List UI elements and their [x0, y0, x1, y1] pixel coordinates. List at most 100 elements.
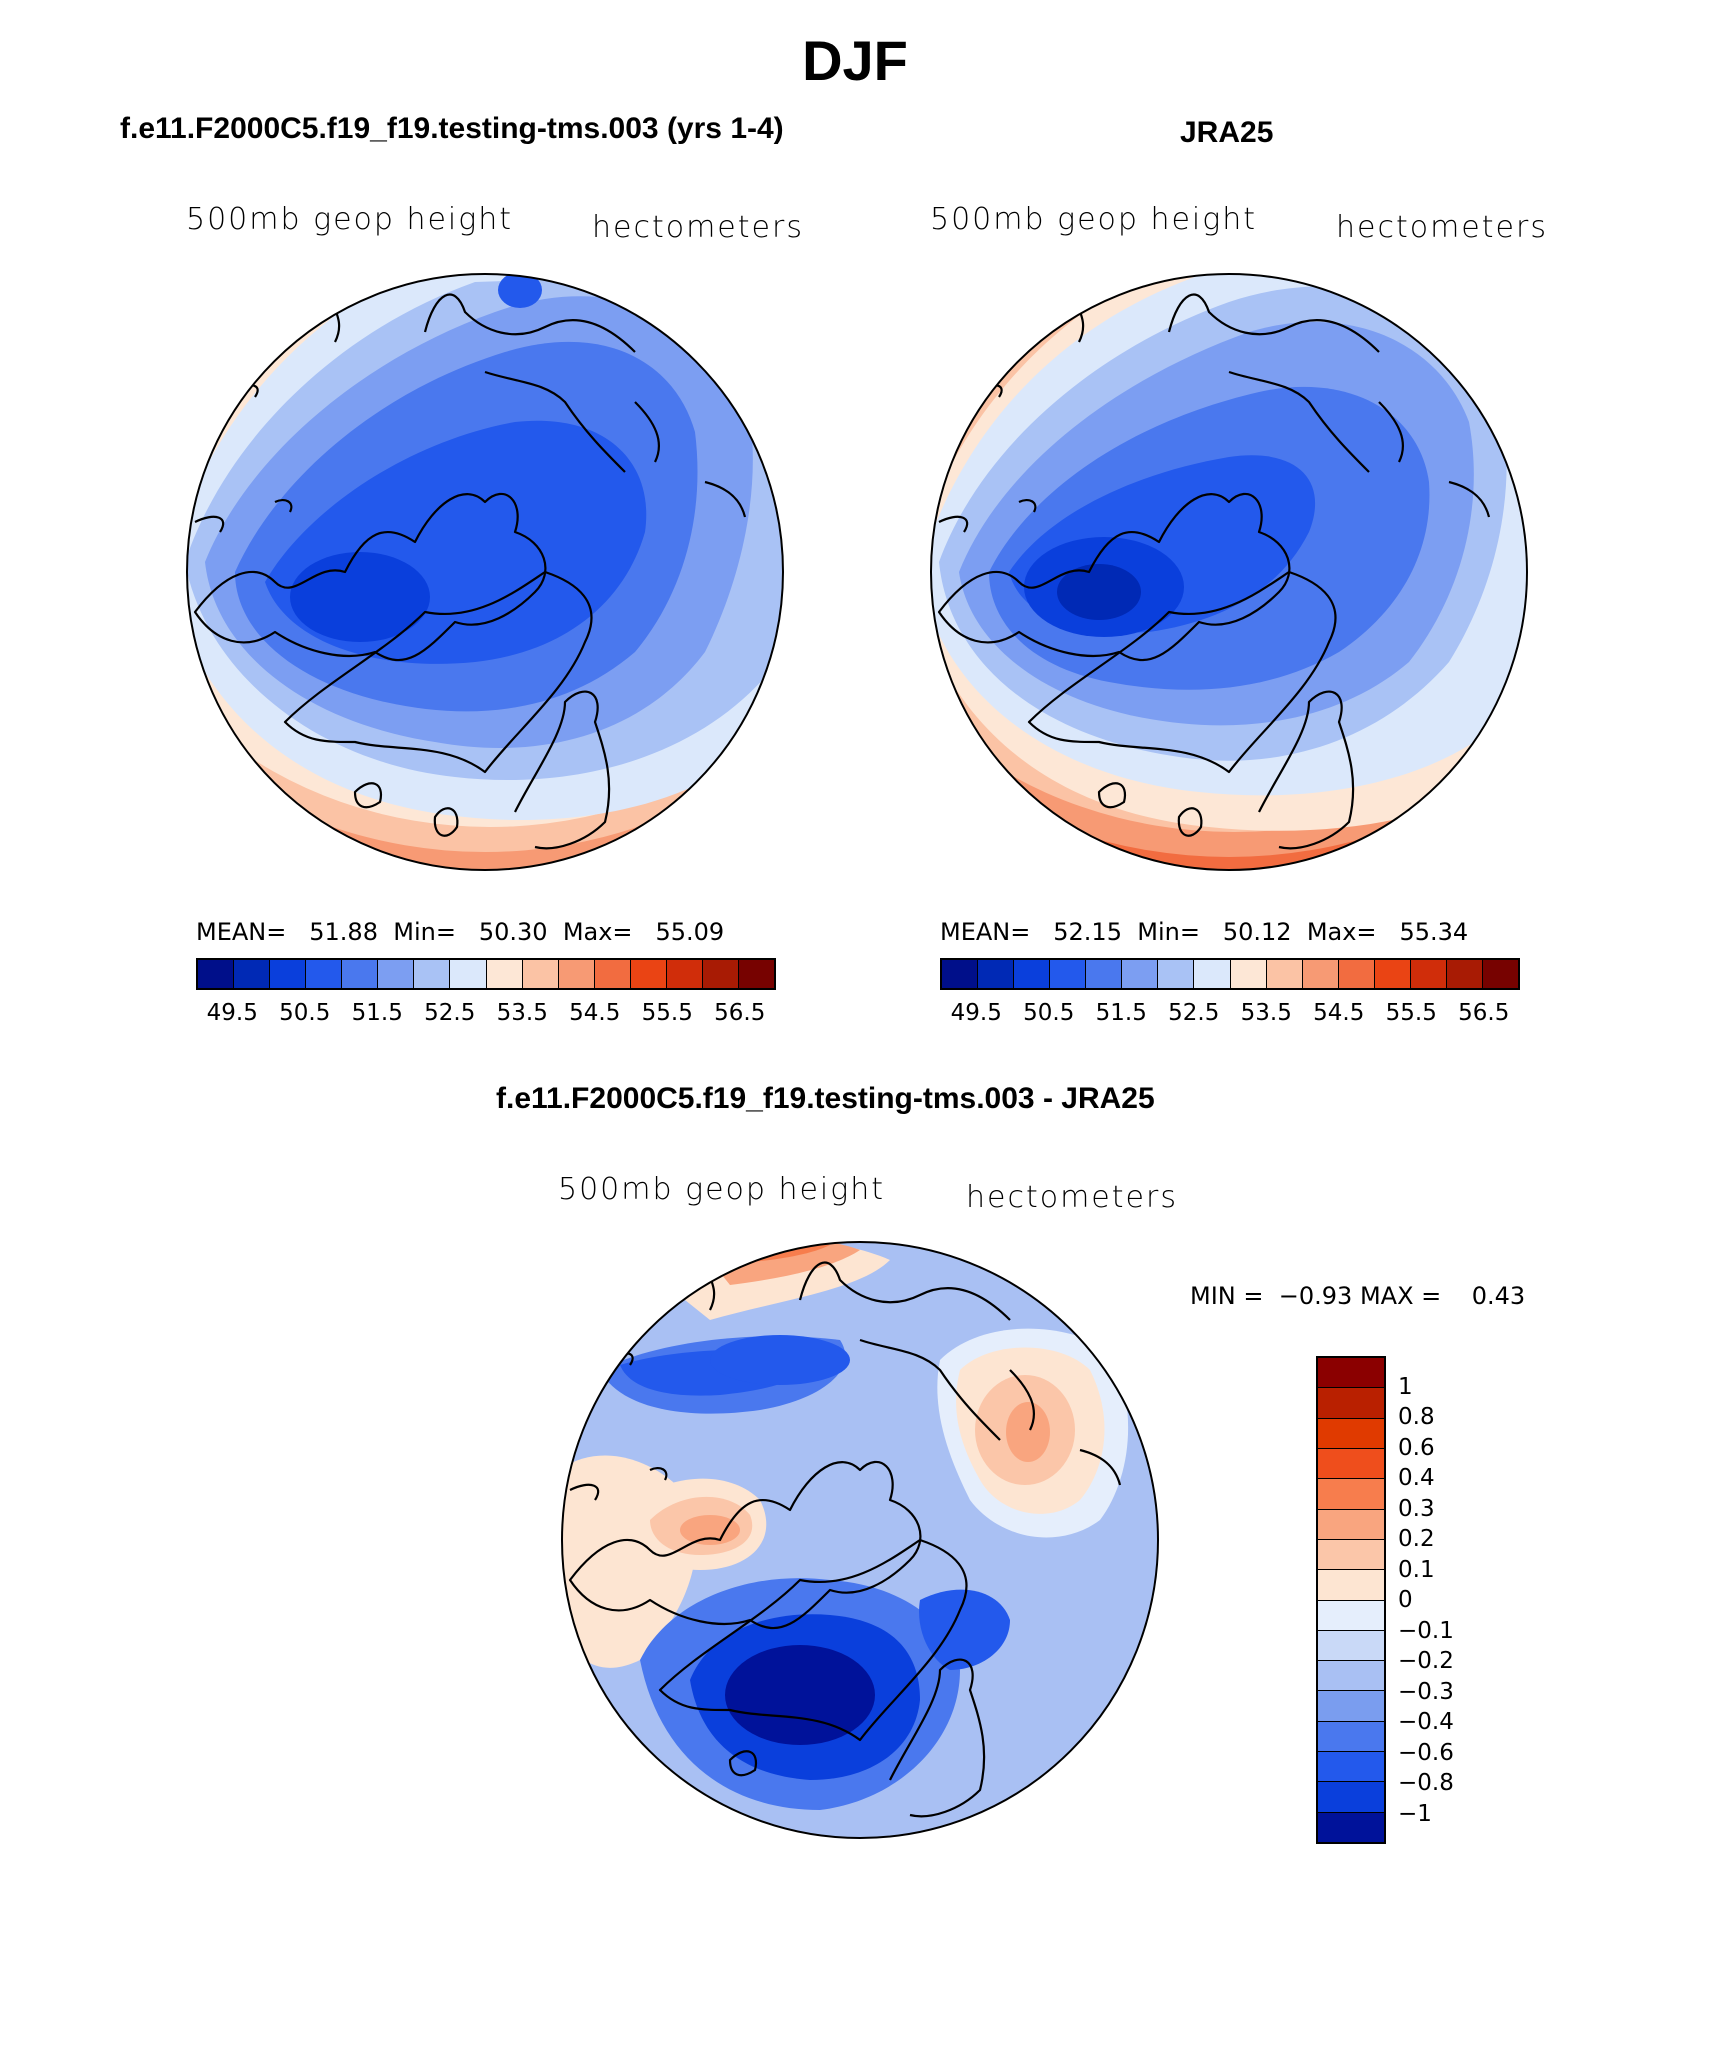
diff-colorbar-swatch [1318, 1448, 1384, 1480]
diff-polar-map [561, 1241, 1159, 1839]
obs-colorbar [940, 958, 1520, 990]
model-colorbar-swatch [450, 960, 487, 988]
model-colorbar-swatch [342, 960, 379, 988]
diff-colorbar-labels: 1 0.8 0.6 0.4 0.3 0.2 0.1 0 −0.1 −0.2 −0.3 −0.4 −0.6… [1398, 1356, 1518, 1844]
obs-colorbar-tick-label: 55.5 [1385, 1000, 1437, 1026]
diff-colorbar-tick-label: −0.4 [1398, 1709, 1454, 1735]
figure-title: DJF [802, 29, 908, 92]
diff-colorbar-tick-label: 0.1 [1398, 1556, 1435, 1583]
model-colorbar-tick-label: 56.5 [714, 1000, 766, 1026]
obs-colorbar-labels: 49.5 50.5 51.5 52.5 53.5 54.5 55.5 56.5 [940, 1000, 1520, 1030]
diff-min-label: MIN = [1190, 1282, 1264, 1310]
obs-colorbar-swatch [942, 960, 979, 988]
model-contour-fill [187, 274, 783, 870]
obs-colorbar-swatch [1194, 960, 1231, 988]
diff-colorbar-swatch [1318, 1418, 1384, 1449]
obs-colorbar-swatch [1266, 960, 1303, 988]
model-min-label: Min= [393, 918, 456, 946]
diff-colorbar-swatch [1318, 1812, 1384, 1842]
obs-coastlines [937, 281, 1491, 850]
model-coastlines [193, 281, 747, 850]
obs-min-value: 50.12 [1222, 918, 1292, 946]
model-colorbar-swatch [270, 960, 307, 988]
diff-colorbar [1316, 1356, 1386, 1844]
obs-colorbar-swatch [1410, 960, 1447, 988]
model-colorbar-tick-label: 53.5 [496, 1000, 548, 1026]
diff-colorbar-tick-label: 0.4 [1398, 1465, 1435, 1491]
model-colorbar-swatch [306, 960, 343, 988]
model-max-label: Max= [562, 918, 633, 946]
diff-colorbar-tick-label: 0.2 [1398, 1526, 1435, 1552]
obs-panel-title: JRA25 [1180, 116, 1274, 149]
model-colorbar-swatch [702, 960, 739, 988]
model-panel-title: f.e11.F2000C5.f19_f19.testing-tms.003 (y… [120, 112, 784, 145]
model-min-value: 50.30 [478, 918, 548, 946]
model-colorbar-swatch [198, 960, 235, 988]
diff-colorbar-tick-label: −0.6 [1398, 1739, 1454, 1766]
model-map-border [186, 273, 784, 871]
obs-colorbar-tick-label: 53.5 [1240, 1000, 1292, 1026]
model-colorbar-tick-label: 50.5 [279, 1000, 331, 1026]
diff-contour-fill [562, 1242, 1158, 1838]
diff-colorbar-tick-label: 0.6 [1398, 1434, 1435, 1461]
model-max-value: 55.09 [655, 918, 725, 946]
diff-stats: MIN = −0.93 MAX = 0.43 [1190, 1282, 1525, 1310]
model-colorbar-swatch [558, 960, 595, 988]
model-stats: MEAN= 51.88 Min= 50.30 Max= 55.09 [196, 918, 724, 946]
model-units-label: hectometers [592, 210, 804, 245]
diff-colorbar-swatch [1318, 1752, 1384, 1783]
obs-polar-map [930, 273, 1528, 871]
obs-colorbar-swatch [1158, 960, 1195, 988]
model-polar-map [186, 273, 784, 871]
obs-colorbar-swatch [978, 960, 1015, 988]
diff-colorbar-swatch [1318, 1479, 1384, 1510]
obs-max-value: 55.34 [1399, 918, 1469, 946]
diff-max-label: MAX = [1359, 1282, 1442, 1310]
model-mean-value: 51.88 [309, 918, 378, 946]
diff-colorbar-swatch [1318, 1630, 1384, 1662]
obs-mean-label: MEAN= [940, 918, 1031, 946]
obs-colorbar-swatch [1338, 960, 1375, 988]
obs-colorbar-swatch [1374, 960, 1411, 988]
model-colorbar-tick-label: 55.5 [641, 1000, 693, 1026]
diff-colorbar-swatch [1318, 1661, 1384, 1692]
model-colorbar-tick-label: 51.5 [351, 1000, 403, 1026]
model-colorbar [196, 958, 776, 990]
model-colorbar-swatch [738, 960, 774, 988]
obs-units-label: hectometers [1336, 210, 1548, 245]
obs-colorbar-swatch [1482, 960, 1518, 988]
diff-colorbar-swatch [1318, 1388, 1384, 1419]
model-colorbar-swatch [486, 960, 523, 988]
model-colorbar-tick-label: 49.5 [206, 1000, 258, 1026]
obs-contour-fill [931, 274, 1527, 870]
diff-colorbar-tick-label: −0.3 [1398, 1678, 1454, 1705]
obs-colorbar-tick-label: 51.5 [1095, 1000, 1147, 1026]
obs-max-label: Max= [1306, 918, 1377, 946]
obs-colorbar-swatch [1230, 960, 1267, 988]
diff-colorbar-tick-label: 1 [1398, 1373, 1413, 1400]
obs-colorbar-tick-label: 49.5 [950, 1000, 1002, 1026]
obs-colorbar-tick-label: 52.5 [1168, 1000, 1220, 1026]
model-colorbar-swatch [666, 960, 703, 988]
diff-colorbar-swatch [1318, 1600, 1384, 1631]
diff-map-border [561, 1241, 1159, 1839]
model-mean-label: MEAN= [196, 918, 287, 946]
model-colorbar-tick-label: 54.5 [569, 1000, 621, 1026]
diff-colorbar-swatch [1318, 1570, 1384, 1601]
obs-colorbar-swatch [1086, 960, 1123, 988]
diff-colorbar-swatch [1318, 1691, 1384, 1722]
obs-min-label: Min= [1137, 918, 1200, 946]
diff-variable-label: 500mb geop height [558, 1172, 886, 1207]
obs-colorbar-swatch [1302, 960, 1339, 988]
diff-max-value: 0.43 [1471, 1282, 1526, 1310]
diff-units-label: hectometers [966, 1180, 1178, 1215]
model-colorbar-swatch [630, 960, 667, 988]
diff-colorbar-tick-label: 0 [1398, 1587, 1413, 1613]
model-colorbar-swatch [522, 960, 559, 988]
diff-panel-title: f.e11.F2000C5.f19_f19.testing-tms.003 - … [496, 1082, 1155, 1115]
diff-colorbar-swatch [1318, 1782, 1384, 1813]
diff-colorbar-swatch [1318, 1509, 1384, 1540]
diff-colorbar-tick-label: −1 [1398, 1800, 1432, 1827]
diff-colorbar-tick-label: −0.8 [1398, 1770, 1454, 1796]
model-colorbar-tick-label: 52.5 [424, 1000, 476, 1026]
